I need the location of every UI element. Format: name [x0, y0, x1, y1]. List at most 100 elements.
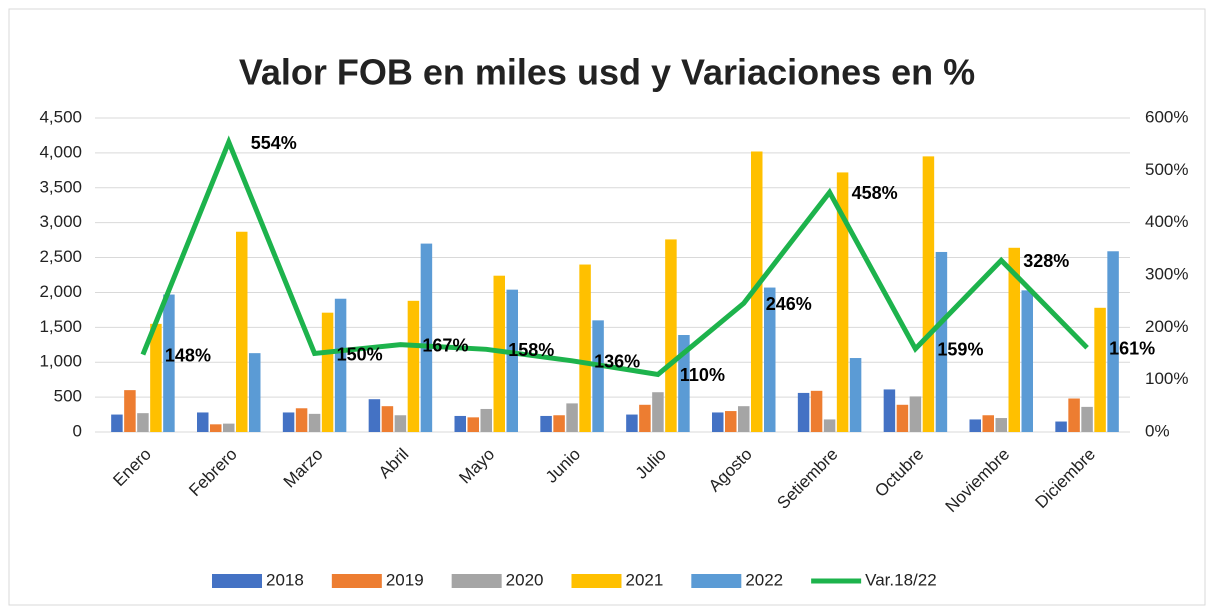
legend-swatch — [451, 574, 502, 588]
bar — [163, 294, 175, 432]
bar — [197, 412, 209, 432]
bar — [592, 320, 604, 432]
bar — [836, 172, 849, 432]
data-label: 158% — [508, 340, 554, 360]
bar — [823, 419, 836, 432]
data-label: 159% — [937, 340, 983, 360]
legend-label: 2018 — [266, 570, 304, 589]
bar — [764, 287, 776, 432]
bar — [1107, 251, 1119, 432]
bar — [579, 264, 591, 432]
legend-label: Var.18/22 — [865, 570, 937, 589]
bar — [725, 411, 737, 432]
bar — [249, 353, 261, 432]
data-label: 136% — [594, 352, 640, 372]
y2-tick-label: 100% — [1145, 369, 1188, 388]
bar — [407, 300, 420, 432]
y-tick-label: 1,500 — [39, 317, 82, 336]
bar — [210, 424, 222, 432]
data-label: 167% — [422, 335, 468, 355]
bar — [1068, 398, 1080, 432]
bar — [995, 418, 1007, 432]
chart-border — [8, 8, 1206, 606]
legend-label: 2021 — [625, 570, 663, 589]
bar — [334, 298, 347, 432]
bar — [493, 275, 505, 432]
bar — [738, 406, 750, 432]
bar — [553, 415, 565, 432]
bar — [751, 151, 763, 432]
legend-label: 2019 — [386, 570, 424, 589]
y2-tick-label: 400% — [1145, 212, 1188, 231]
bar — [454, 415, 466, 432]
bar — [665, 239, 677, 432]
bar — [678, 335, 690, 432]
bar — [368, 399, 381, 432]
legend-swatch — [571, 574, 622, 588]
bar — [922, 156, 935, 432]
bar — [223, 423, 235, 432]
bar — [639, 404, 651, 432]
bar — [896, 404, 909, 432]
legend-swatch — [212, 574, 262, 588]
bar — [467, 417, 479, 432]
bar — [626, 414, 638, 432]
bar — [652, 392, 664, 432]
y2-tick-label: 200% — [1145, 317, 1188, 336]
y-tick-label: 3,500 — [39, 177, 82, 196]
bar — [797, 392, 810, 432]
bar — [137, 413, 149, 432]
y-tick-label: 0 — [73, 421, 82, 440]
data-label: 110% — [680, 365, 725, 385]
data-label: 161% — [1109, 338, 1155, 358]
bar — [506, 289, 518, 432]
y2-tick-label: 300% — [1145, 264, 1188, 283]
y-tick-label: 1,000 — [39, 352, 82, 371]
y-tick-label: 4,000 — [39, 142, 82, 161]
y2-tick-label: 500% — [1145, 160, 1188, 179]
data-label: 554% — [251, 133, 297, 153]
chart-title: Valor FOB en miles usd y Variaciones en … — [239, 52, 975, 93]
legend-swatch — [691, 574, 742, 588]
bar — [111, 414, 123, 432]
bar — [308, 413, 321, 432]
bar — [969, 419, 981, 432]
y-tick-label: 3,000 — [39, 212, 82, 231]
bar — [321, 312, 334, 432]
bar — [124, 390, 136, 432]
bar — [566, 403, 578, 432]
bar — [282, 412, 295, 432]
y2-tick-label: 0% — [1145, 421, 1170, 440]
bar — [236, 231, 248, 432]
bar — [480, 408, 492, 432]
data-label: 328% — [1023, 251, 1069, 271]
bar — [1081, 406, 1093, 432]
y-tick-label: 2,500 — [39, 247, 82, 266]
bar — [1021, 290, 1033, 432]
bar — [381, 406, 394, 432]
legend-swatch — [331, 574, 382, 588]
bar — [712, 412, 724, 432]
bar — [883, 389, 896, 432]
bar — [420, 243, 433, 432]
y-tick-label: 500 — [54, 387, 82, 406]
bar — [849, 358, 862, 432]
y2-tick-label: 600% — [1145, 107, 1188, 126]
legend-label: 2022 — [745, 570, 783, 589]
bar — [935, 251, 948, 432]
y-tick-label: 2,000 — [39, 282, 82, 301]
bar — [1055, 421, 1067, 432]
bar — [540, 415, 552, 432]
data-label: 150% — [337, 344, 383, 364]
bar — [295, 408, 308, 432]
line — [140, 135, 1089, 378]
bar — [1008, 247, 1020, 432]
bar — [810, 390, 823, 432]
legend-label: 2020 — [506, 570, 544, 589]
data-label: 148% — [165, 345, 211, 365]
data-label: 458% — [852, 183, 898, 203]
y-tick-label: 4,500 — [39, 107, 82, 126]
bar — [150, 323, 162, 432]
data-label: 246% — [766, 294, 812, 314]
